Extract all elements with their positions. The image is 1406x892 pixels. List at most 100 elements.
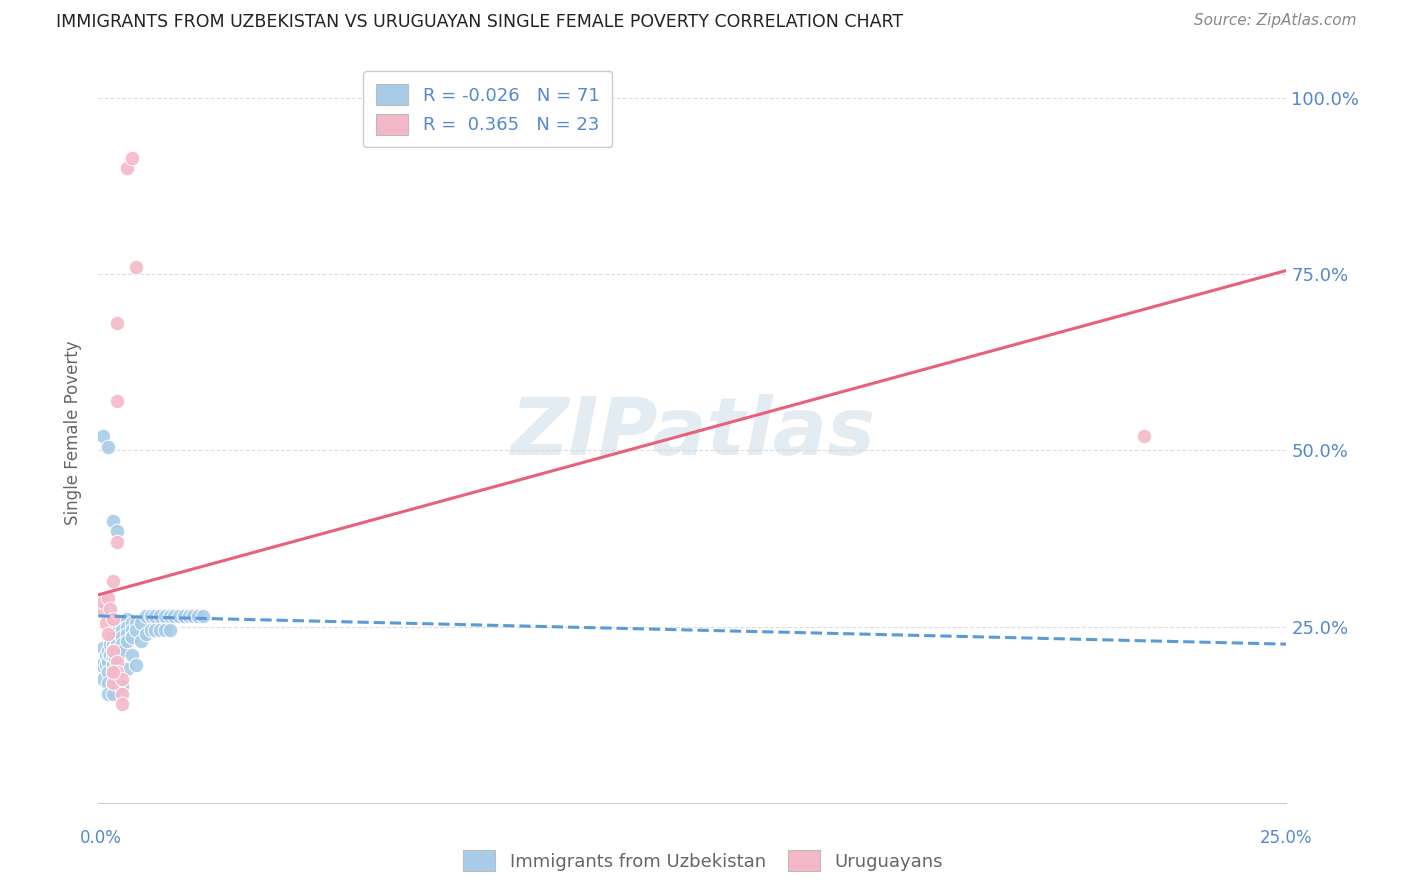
Point (1133, 429, 1156, 443)
Point (101, 651, 124, 665)
Point (101, 644, 124, 658)
Legend: R = -0.026   N = 71, R =  0.365   N = 23: R = -0.026 N = 71, R = 0.365 N = 23 (363, 71, 612, 147)
Point (94, 615, 117, 630)
Point (139, 609, 162, 624)
Point (111, 680, 134, 694)
Point (107, 637, 129, 651)
Point (97, 686, 120, 700)
Point (101, 514, 124, 528)
Point (115, 619, 138, 633)
Point (107, 676, 129, 690)
Point (94, 658, 117, 673)
Point (107, 393, 129, 408)
Point (111, 630, 134, 644)
Legend: Immigrants from Uzbekistan, Uruguayans: Immigrants from Uzbekistan, Uruguayans (456, 843, 950, 879)
Point (97, 440, 120, 454)
Point (101, 676, 124, 690)
Point (153, 623, 176, 637)
Text: Source: ZipAtlas.com: Source: ZipAtlas.com (1194, 13, 1357, 29)
Point (139, 623, 162, 637)
Text: ZIPatlas: ZIPatlas (510, 393, 875, 472)
Point (159, 623, 181, 637)
Point (149, 623, 172, 637)
Point (111, 623, 134, 637)
Point (129, 615, 152, 630)
Point (121, 615, 143, 630)
Point (111, 673, 134, 687)
Point (135, 626, 157, 640)
Point (107, 535, 129, 549)
Point (121, 151, 143, 165)
Point (101, 658, 124, 673)
Point (115, 161, 138, 176)
Point (107, 665, 129, 680)
Point (91, 673, 114, 687)
Point (159, 609, 181, 624)
Point (125, 623, 148, 637)
Point (153, 609, 176, 624)
Point (97, 665, 120, 680)
Point (101, 612, 124, 626)
Point (167, 609, 190, 624)
Point (97, 591, 120, 606)
Point (101, 676, 124, 690)
Point (183, 609, 205, 624)
Point (91, 429, 114, 443)
Point (115, 612, 138, 626)
Point (187, 609, 209, 624)
Point (115, 662, 138, 676)
Point (107, 655, 129, 669)
Text: 25.0%: 25.0% (1260, 829, 1313, 847)
Point (107, 623, 129, 637)
Point (101, 686, 124, 700)
Point (97, 676, 120, 690)
Point (94, 648, 117, 662)
Point (107, 630, 129, 644)
Point (149, 609, 172, 624)
Point (91, 595, 114, 609)
Point (101, 665, 124, 680)
Point (98, 637, 121, 651)
Point (145, 623, 167, 637)
Point (104, 640, 127, 655)
Point (135, 609, 157, 624)
Point (121, 648, 143, 662)
Point (145, 609, 167, 624)
Point (107, 524, 129, 539)
Point (121, 623, 143, 637)
Point (98, 602, 121, 616)
Text: 0.0%: 0.0% (80, 829, 122, 847)
Point (104, 651, 127, 665)
Point (129, 633, 152, 648)
Point (125, 615, 148, 630)
Point (111, 686, 134, 700)
Point (101, 574, 124, 588)
Point (177, 609, 200, 624)
Point (101, 637, 124, 651)
Point (173, 609, 195, 624)
Point (90, 602, 112, 616)
Point (191, 609, 214, 624)
Point (163, 609, 186, 624)
Point (101, 630, 124, 644)
Point (111, 697, 134, 711)
Point (101, 665, 124, 680)
Point (111, 644, 134, 658)
Point (115, 633, 138, 648)
Point (121, 630, 143, 644)
Point (108, 640, 131, 655)
Point (125, 260, 148, 274)
Point (97, 655, 120, 669)
Point (107, 644, 129, 658)
Point (91, 640, 114, 655)
Point (111, 615, 134, 630)
Point (115, 626, 138, 640)
Point (97, 644, 120, 658)
Y-axis label: Single Female Poverty: Single Female Poverty (65, 341, 83, 524)
Point (98, 648, 121, 662)
Point (101, 644, 124, 658)
Point (107, 316, 129, 330)
Point (125, 658, 148, 673)
Point (111, 637, 134, 651)
Text: IMMIGRANTS FROM UZBEKISTAN VS URUGUAYAN SINGLE FEMALE POVERTY CORRELATION CHART: IMMIGRANTS FROM UZBEKISTAN VS URUGUAYAN … (56, 13, 904, 31)
